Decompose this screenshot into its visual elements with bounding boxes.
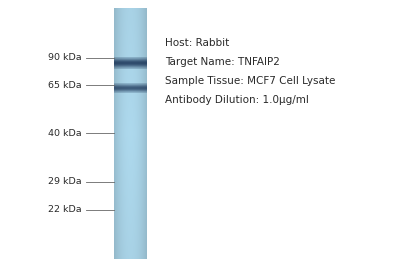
Text: Sample Tissue: MCF7 Cell Lysate: Sample Tissue: MCF7 Cell Lysate [165, 76, 335, 86]
Text: Target Name: TNFAIP2: Target Name: TNFAIP2 [165, 57, 280, 67]
Text: 65 kDa: 65 kDa [48, 80, 82, 89]
Text: Antibody Dilution: 1.0μg/ml: Antibody Dilution: 1.0μg/ml [165, 95, 309, 105]
Text: Host: Rabbit: Host: Rabbit [165, 38, 229, 48]
Text: 29 kDa: 29 kDa [48, 178, 82, 187]
Text: 90 kDa: 90 kDa [48, 53, 82, 62]
Text: 40 kDa: 40 kDa [48, 128, 82, 138]
Text: 22 kDa: 22 kDa [48, 206, 82, 214]
